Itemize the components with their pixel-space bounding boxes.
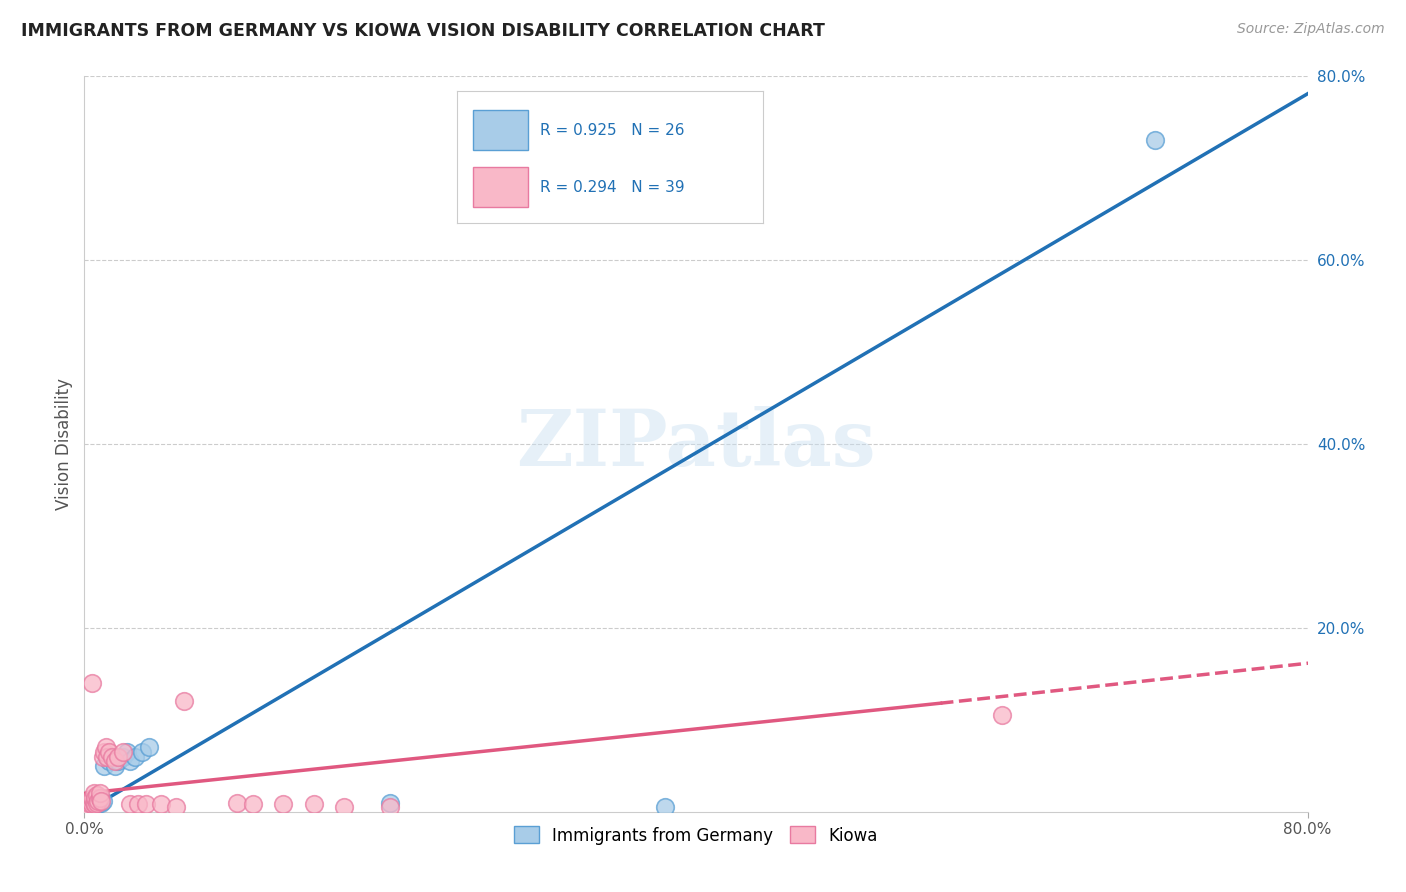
Point <box>165 800 187 814</box>
Point <box>80 797 103 812</box>
Point <box>1143 133 1166 147</box>
Y-axis label: Vision Disability: Vision Disability <box>55 378 73 509</box>
Point <box>127 797 149 812</box>
Point <box>84 798 107 813</box>
Point <box>104 754 127 768</box>
Point <box>80 799 103 814</box>
Point <box>111 749 134 764</box>
Point <box>173 694 195 708</box>
Point <box>84 797 107 812</box>
Point <box>124 749 146 764</box>
Point <box>86 796 108 810</box>
Point <box>90 794 112 808</box>
Point <box>120 754 142 768</box>
Point <box>80 791 103 805</box>
Point <box>80 676 103 690</box>
Point <box>101 749 124 764</box>
Text: Source: ZipAtlas.com: Source: ZipAtlas.com <box>1237 22 1385 37</box>
Point <box>93 745 115 759</box>
Point <box>79 801 101 815</box>
Point <box>101 749 124 764</box>
Point <box>87 796 110 810</box>
Point <box>90 796 112 810</box>
Point <box>654 800 676 814</box>
Point <box>83 800 105 814</box>
Point <box>91 749 114 764</box>
Point <box>96 749 118 764</box>
Point <box>75 802 97 816</box>
Text: ZIPatlas: ZIPatlas <box>516 406 876 482</box>
Point <box>97 745 120 759</box>
Point <box>84 791 107 805</box>
Point <box>131 745 153 759</box>
Point <box>94 740 117 755</box>
Point <box>79 794 101 808</box>
Point <box>77 796 100 810</box>
Point <box>111 745 134 759</box>
Text: IMMIGRANTS FROM GERMANY VS KIOWA VISION DISABILITY CORRELATION CHART: IMMIGRANTS FROM GERMANY VS KIOWA VISION … <box>21 22 825 40</box>
Point <box>93 758 115 772</box>
Point <box>104 758 127 772</box>
Point <box>86 797 108 812</box>
Point <box>76 802 98 816</box>
Point <box>115 745 138 759</box>
Point <box>271 797 294 812</box>
Point <box>83 796 105 810</box>
Point <box>149 797 172 812</box>
Point <box>89 791 111 805</box>
Point <box>83 786 105 800</box>
Point <box>91 794 114 808</box>
Legend: Immigrants from Germany, Kiowa: Immigrants from Germany, Kiowa <box>508 820 884 851</box>
Point <box>135 797 157 812</box>
Point <box>76 800 98 814</box>
Point <box>302 797 325 812</box>
Point <box>96 749 118 764</box>
Point <box>380 800 402 814</box>
Point <box>77 800 100 814</box>
Point <box>242 797 264 812</box>
Point <box>86 788 108 802</box>
Point <box>97 754 120 768</box>
Point <box>380 796 402 810</box>
Point <box>120 797 142 812</box>
Point <box>89 786 111 800</box>
Point <box>107 754 129 768</box>
Point <box>226 796 249 810</box>
Point <box>87 794 110 808</box>
Point <box>991 708 1014 723</box>
Point <box>138 740 160 755</box>
Point <box>107 749 129 764</box>
Point <box>333 800 356 814</box>
Point <box>89 794 111 808</box>
